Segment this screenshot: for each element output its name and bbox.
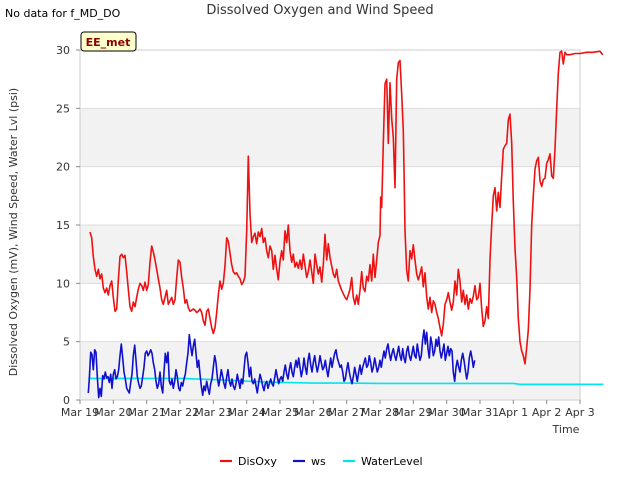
y-tick-label: 0 xyxy=(63,394,70,407)
series-line-ws xyxy=(87,329,476,399)
x-tick-label: Mar 22 xyxy=(161,406,199,419)
x-tick-label: Mar 24 xyxy=(228,406,266,419)
x-tick-label: Mar 31 xyxy=(461,406,499,419)
y-tick-label: 25 xyxy=(56,102,70,115)
x-tick-label: Mar 30 xyxy=(428,406,466,419)
x-tick-label: Apr 2 xyxy=(532,406,562,419)
legend-label-disoxy: DisOxy xyxy=(238,455,277,468)
x-tick-label: Mar 19 xyxy=(61,406,99,419)
y-tick-label: 20 xyxy=(56,161,70,174)
y-tick-label: 10 xyxy=(56,277,70,290)
y-tick-label: 5 xyxy=(63,336,70,349)
y-axis-label: Dissolved Oxygen (mV), Wind Speed, Water… xyxy=(7,88,20,376)
x-tick-label: Mar 25 xyxy=(261,406,299,419)
x-tick-label: Mar 29 xyxy=(394,406,432,419)
legend-label-waterlevel: WaterLevel xyxy=(361,455,423,468)
y-axis-ticks: 0 5 10 15 20 25 30 xyxy=(56,44,80,407)
x-tick-label: Mar 20 xyxy=(94,406,132,419)
ee-met-badge: EE_met xyxy=(80,31,137,52)
badge-label: EE_met xyxy=(86,36,131,49)
legend-label-ws: ws xyxy=(311,455,326,468)
no-data-note: No data for f_MD_DO xyxy=(5,7,121,20)
x-tick-label: Apr 1 xyxy=(499,406,529,419)
x-tick-label: Mar 28 xyxy=(361,406,399,419)
data-series xyxy=(87,50,604,399)
x-tick-label: Mar 26 xyxy=(294,406,332,419)
legend: DisOxy ws WaterLevel xyxy=(220,455,423,468)
x-tick-label: Mar 23 xyxy=(194,406,232,419)
x-tick-label: Mar 27 xyxy=(328,406,366,419)
x-tick-label: Apr 3 xyxy=(565,406,595,419)
x-axis-label: Time xyxy=(552,423,580,436)
y-tick-label: 30 xyxy=(56,44,70,57)
chart-title: Dissolved Oxygen and Wind Speed xyxy=(206,3,434,18)
series-line-disoxy xyxy=(89,50,604,365)
y-tick-label: 15 xyxy=(56,219,70,232)
series-line-waterlevel xyxy=(88,377,604,386)
x-tick-label: Mar 21 xyxy=(128,406,166,419)
background-band xyxy=(80,108,580,167)
